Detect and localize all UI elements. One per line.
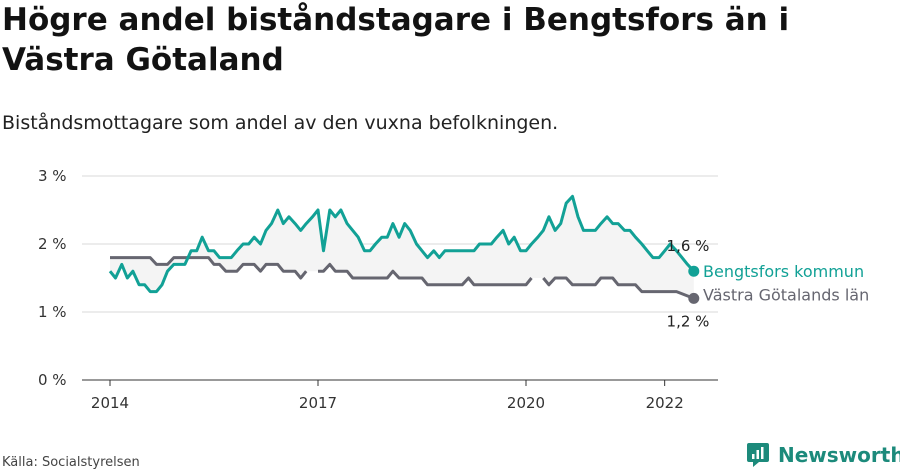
end-value-bengtsfors: 1,6 %: [667, 237, 710, 255]
x-tick-label: 2020: [507, 394, 545, 412]
y-tick-label: 3 %: [38, 167, 67, 185]
brand-name: Newsworthy: [778, 443, 900, 467]
y-tick-label: 1 %: [38, 303, 67, 321]
x-tick-label: 2014: [91, 394, 129, 412]
end-marker-vastra-gotaland: [688, 292, 700, 304]
y-tick-label: 0 %: [38, 371, 67, 389]
series-line-bengtsfors-kommun: [108, 194, 695, 294]
end-marker-bengtsfors: [688, 265, 700, 277]
source-note: Källa: Socialstyrelsen: [2, 455, 140, 470]
chart-title: Högre andel biståndstagare i Bengtsfors …: [2, 2, 790, 78]
x-tick-label: 2017: [299, 394, 337, 412]
x-tick-label: 2022: [646, 394, 684, 412]
brand-logo: Newsworthy: [746, 442, 900, 468]
series-line-vastra-gotalands-lan: [110, 256, 695, 300]
series-label-bengtsfors: Bengtsfors kommun: [703, 262, 864, 281]
end-value-vastra-gotaland: 1,2 %: [667, 312, 710, 330]
y-tick-label: 2 %: [38, 235, 67, 253]
chart-subtitle: Biståndsmottagare som andel av den vuxna…: [2, 112, 559, 134]
newsworthy-logo-icon: [747, 443, 769, 467]
line-chart: 0 % 1 % 2 % 3 % 2014 2017 2020 2022 1,6 % 1,2 % Be…: [38, 167, 869, 412]
series-label-vastra-gotaland: Västra Götalands län: [703, 285, 869, 304]
